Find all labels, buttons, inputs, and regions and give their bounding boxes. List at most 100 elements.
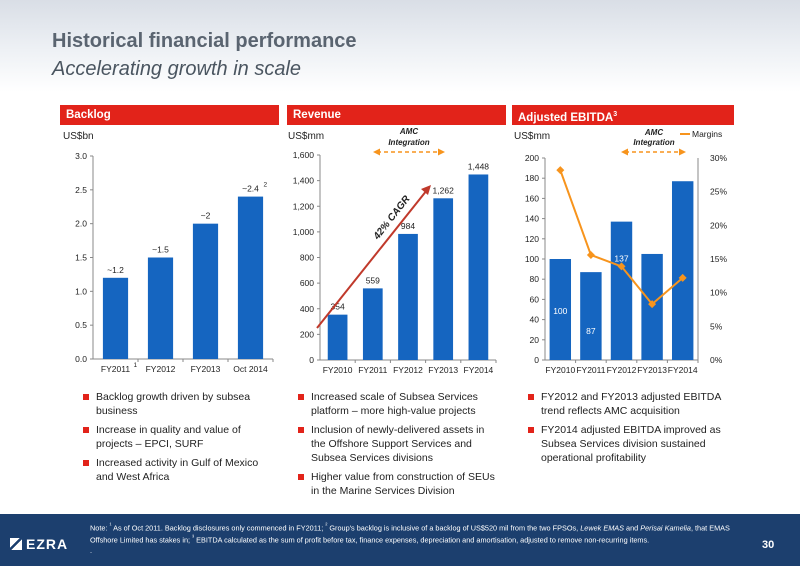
footnote-part: , that EMAS Offshore Limited has stakes … [90,523,730,545]
ebitda-header-label: Adjusted EBITDA [518,111,614,124]
x-tick-sup: 1 [134,362,138,369]
page-subtitle: Accelerating growth in scale [52,58,302,80]
data-label: ~1.5 [152,245,169,255]
data-label: 559 [366,275,380,285]
amc-label-line2: Integration [633,138,674,147]
x-tick-label: FY2010 [545,365,575,375]
y-tick-label: 0.5 [75,320,87,330]
y-tick-label: 2.0 [75,219,87,229]
y-tick-label: 1,400 [293,176,315,186]
y-tick-label: 200 [525,153,539,163]
bar [549,259,572,360]
y2-tick-label: 30% [710,153,727,163]
bar [580,272,602,360]
bullet-square-icon [83,394,89,400]
footnote-part: Perisai Kamelia [640,523,691,533]
y-tick-label: 0.0 [75,354,87,364]
bar [102,277,129,359]
bar [468,174,489,360]
bullet-square-icon [528,427,534,433]
bar [192,223,219,359]
backlog-chart: US$bn 0.0 0.5 1.0 1.5 2.0 2.5 3.0 FY2011 1 ~1.2 FY2… [63,131,274,374]
x-tick-label: FY2011 [101,364,130,374]
y-tick-label: 1,600 [293,150,315,160]
ebitda-bullets: FY2012 and FY2013 adjusted EBITDA trend … [528,390,728,470]
bullet-item: Increase in quality and value of project… [83,423,263,451]
data-label-sup: 2 [264,182,268,189]
backlog-bullets: Backlog growth driven by subsea business… [83,390,263,489]
backlog-header-label: Backlog [66,109,111,121]
bullet-item: Inclusion of newly-delivered assets in t… [298,423,498,465]
bullet-text: Inclusion of newly-delivered assets in t… [311,424,485,464]
data-label: 137 [614,254,628,264]
y-tick-label: 80 [530,274,540,284]
bullet-square-icon [528,394,534,400]
bullet-text: Increased activity in Gulf of Mexico and… [96,457,259,483]
revenue-bullets: Increased scale of Subsea Services platf… [298,390,498,503]
y2-tick-label: 5% [710,321,723,331]
x-tick-label: FY2013 [191,364,221,374]
bullet-square-icon [83,427,89,433]
amc-arrowhead-right-icon [438,148,445,156]
y-tick-label: 20 [530,335,540,345]
bullet-square-icon [83,460,89,466]
margins-point [586,250,595,259]
x-tick-label: FY2012 [393,365,423,375]
legend-margins-label: Margins [692,129,722,139]
bullet-text: Increased scale of Subsea Services platf… [311,391,478,417]
ezra-logo-mark-icon [10,538,22,550]
y2-tick-label: 25% [710,187,727,197]
ebitda-chart: US$mm 0 20 40 60 80 100 120 140 160 180 200 FY2010 10… [514,128,727,375]
y-tick-label: 0 [534,355,539,365]
ezra-logo: EZRA [10,536,70,554]
ezra-logo-text: EZRA [26,536,69,552]
y-tick-label: 160 [525,193,539,203]
revenue-chart: US$mm 0 200 400 600 800 1,000 1,200 1,400 1,600 FY… [288,128,497,375]
footnote-part: As of Oct 2011. Backlog disclosures only… [111,523,326,533]
x-tick-label: Oct 2014 [233,364,268,374]
x-tick-label: FY2011 [358,365,387,375]
bar [433,198,454,360]
revenue-header: Revenue [287,105,506,125]
bullet-item: Higher value from construction of SEUs i… [298,470,498,498]
y-tick-label: 3.0 [75,151,87,161]
data-label: ~2 [201,211,211,221]
y2-tick-label: 20% [710,220,727,230]
ebitda-header-sup: 3 [613,111,618,118]
footnote: Note: ¹ As of Oct 2011. Backlog disclosu… [90,521,750,556]
bullet-square-icon [298,474,304,480]
y-tick-label: 2.5 [75,185,87,195]
y-axis-unit: US$bn [63,131,94,142]
x-tick-label: FY2014 [464,365,494,375]
y-tick-label: 400 [300,304,314,314]
data-label: 100 [553,306,567,316]
bar [147,257,174,359]
footnote-part: EBITDA calculated as the sum of profit b… [194,535,650,545]
revenue-header-label: Revenue [293,109,341,121]
footnote-part: and [624,523,641,533]
ebitda-header: Adjusted EBITDA3 [512,105,734,125]
bullet-item: Increased activity in Gulf of Mexico and… [83,456,263,484]
bullet-item: Increased scale of Subsea Services platf… [298,390,498,418]
bar [327,314,348,360]
footnote-part: Lewek EMAS [580,523,625,533]
bullet-item: FY2012 and FY2013 adjusted EBITDA trend … [528,390,728,418]
margins-point [556,166,565,175]
bullet-item: FY2014 adjusted EBITDA improved as Subse… [528,423,728,465]
footer-bar [0,514,800,566]
y-tick-label: 140 [525,214,539,224]
bullet-text: FY2012 and FY2013 adjusted EBITDA trend … [541,391,721,417]
footnote-part: ³ [192,535,195,542]
x-tick-label: FY2011 [576,365,605,375]
y-tick-label: 40 [530,315,540,325]
amc-arrowhead-left-icon [621,148,628,156]
footnote-part: ² [325,523,328,529]
title-band [0,0,800,92]
data-label: 177 [676,161,690,171]
y2-tick-label: 0% [710,355,723,365]
bullet-text: Increase in quality and value of project… [96,424,241,450]
bullet-text: FY2014 adjusted EBITDA improved as Subse… [541,424,721,464]
x-tick-label: FY2013 [637,365,667,375]
data-label: 87 [586,326,596,336]
amc-arrowhead-left-icon [373,148,380,156]
